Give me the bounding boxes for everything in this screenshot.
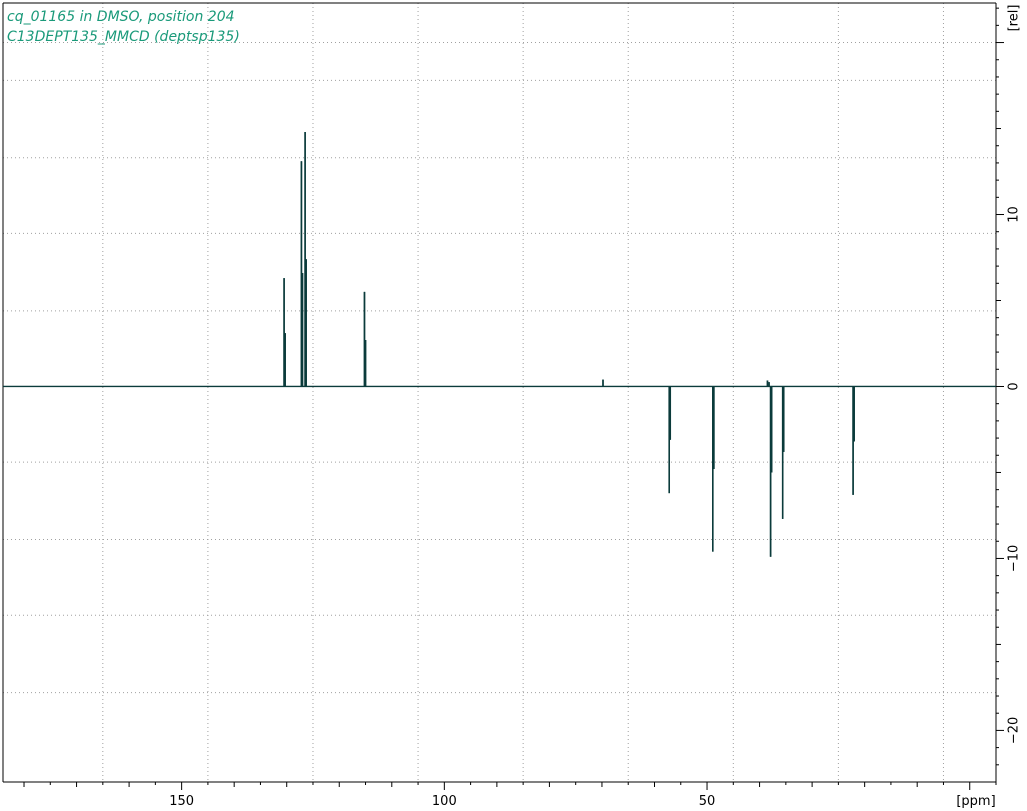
axes: 150 100 50 [ppm]100−10−20[rel] xyxy=(23,5,1022,809)
x-tick-label: 100 xyxy=(432,794,457,809)
x-tick-label: 50 xyxy=(699,794,716,809)
y-axis-unit-label: [rel] xyxy=(1007,5,1022,32)
x-axis-unit-label: [ppm] xyxy=(956,794,995,809)
grid xyxy=(3,3,996,782)
y-tick-label: −10 xyxy=(1007,545,1022,572)
spectrum-title: cq_01165 in DMSO, position 204 C13DEPT135… xyxy=(7,9,240,45)
y-tick-label: 0 xyxy=(1007,382,1022,390)
title-line: cq_01165 in DMSO, position 204 xyxy=(7,9,235,25)
title-line: C13DEPT135_MMCD (deptsp135) xyxy=(7,29,240,45)
spectrum-trace xyxy=(3,131,996,557)
x-tick-label: 150 xyxy=(169,794,194,809)
plot-frame xyxy=(2,2,997,783)
y-tick-label: −20 xyxy=(1007,717,1022,744)
y-tick-label: 10 xyxy=(1007,206,1022,223)
